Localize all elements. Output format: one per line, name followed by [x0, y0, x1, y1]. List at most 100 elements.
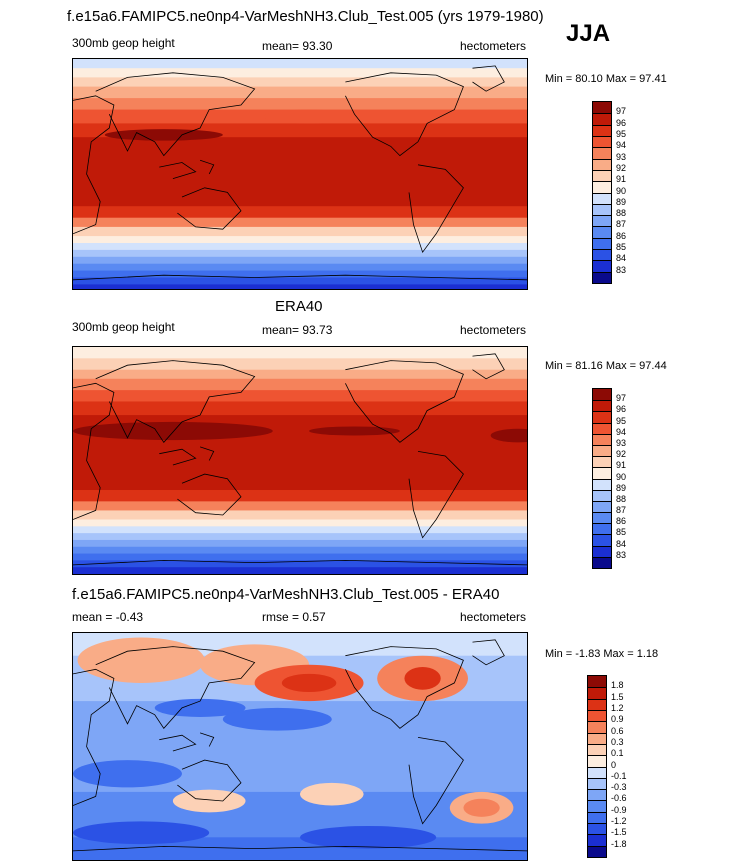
- colorbar-swatch: [593, 169, 611, 182]
- colorbar-tick-label: 95: [616, 128, 627, 139]
- contour-band: [73, 378, 527, 392]
- colorbar-tick-label: 93: [616, 437, 627, 448]
- coastline: [199, 732, 215, 747]
- colorbar-tick-label: 94: [616, 140, 627, 151]
- contour-band: [73, 347, 527, 360]
- colorbar-swatch: [588, 811, 606, 824]
- contour-band: [73, 553, 527, 562]
- panel1-field-label: 300mb geop height: [72, 36, 175, 50]
- coastline: [95, 646, 256, 729]
- panel3-mean-label: mean = -0.43: [72, 610, 144, 624]
- coastline: [177, 187, 242, 230]
- colorbar-tick-label: 1.2: [611, 702, 624, 713]
- contour-band: [73, 526, 527, 535]
- colorbar-tick-label: 0.6: [611, 725, 624, 736]
- colorbar-swatch: [588, 789, 606, 801]
- colorbar-swatch: [588, 709, 606, 722]
- contour-region: [104, 129, 223, 141]
- contour-band: [73, 206, 527, 219]
- contour-band: [73, 263, 527, 272]
- coastline: [472, 65, 505, 92]
- colorbar-tick-label: 83: [616, 264, 627, 275]
- colorbar-swatch: [593, 203, 611, 216]
- colorbar-swatch: [588, 823, 606, 835]
- colorbar-swatch: [593, 147, 611, 159]
- colorbar-tick-label: -1.8: [611, 838, 627, 849]
- colorbar-swatch: [593, 400, 611, 412]
- colorbar-swatch: [593, 113, 611, 125]
- colorbar-tick-label: 0.9: [611, 714, 624, 725]
- coastline: [199, 446, 215, 461]
- panel2-minmax: Min = 81.16 Max = 97.44: [545, 360, 667, 372]
- colorbar-swatch: [593, 135, 611, 148]
- colorbar-tick-label: 84: [616, 538, 627, 549]
- contour-band: [73, 369, 527, 380]
- colorbar-tick-label: -0.9: [611, 804, 627, 815]
- colorbar-swatch: [588, 800, 606, 812]
- coastline: [345, 72, 464, 157]
- map-plot: [73, 347, 527, 574]
- contour-band: [73, 236, 527, 244]
- contour-region: [222, 707, 332, 731]
- colorbar-swatch: [593, 181, 611, 193]
- contour-region: [73, 760, 182, 788]
- colorbar-swatch: [593, 556, 611, 568]
- colorbar-tick-label: 94: [616, 426, 627, 437]
- coastline: [345, 646, 464, 729]
- colorbar-tick-label: 86: [616, 516, 627, 527]
- contour-band: [73, 226, 527, 238]
- colorbar-swatch: [593, 124, 611, 136]
- coastline: [199, 159, 215, 175]
- colorbar-swatch: [588, 732, 606, 744]
- contour-region: [77, 637, 205, 683]
- contour-region: [463, 798, 500, 817]
- colorbar-swatch: [588, 687, 606, 699]
- colorbar-tick-label: 1.5: [611, 691, 624, 702]
- contour-region: [281, 673, 337, 693]
- contour-region: [404, 667, 441, 690]
- panel3-colorbar: [587, 675, 607, 858]
- panel2-field-label: 300mb geop height: [72, 320, 175, 334]
- contour-band: [73, 284, 527, 289]
- colorbar-tick-label: -0.1: [611, 770, 627, 781]
- colorbar-swatch: [593, 422, 611, 434]
- panel3-rmse-label: rmse = 0.57: [262, 610, 326, 624]
- contour-band: [73, 249, 527, 258]
- contour-region: [300, 782, 364, 806]
- colorbar-swatch: [593, 545, 611, 557]
- colorbar-tick-label: 93: [616, 151, 627, 162]
- contour-band: [73, 546, 527, 555]
- colorbar-swatch: [593, 467, 611, 479]
- contour-region: [300, 825, 437, 849]
- colorbar-swatch: [593, 389, 611, 401]
- coastline: [472, 639, 505, 666]
- contour-band: [73, 539, 527, 548]
- colorbar-tick-label: 0: [611, 759, 617, 770]
- colorbar-swatch: [588, 834, 606, 846]
- panel3-minmax: Min = -1.83 Max = 1.18: [545, 648, 659, 660]
- contour-region: [73, 821, 210, 845]
- contour-band: [73, 59, 527, 70]
- colorbar-swatch: [593, 158, 611, 170]
- colorbar-swatch: [593, 534, 611, 546]
- colorbar-tick-label: -0.6: [611, 793, 627, 804]
- coastline: [95, 360, 256, 443]
- colorbar-swatch: [593, 523, 611, 535]
- contour-band: [73, 243, 527, 251]
- contour-band: [73, 358, 527, 371]
- colorbar-swatch: [588, 777, 606, 790]
- colorbar-swatch: [588, 698, 606, 710]
- colorbar-tick-label: 1.8: [611, 680, 624, 691]
- colorbar-swatch: [588, 845, 606, 857]
- colorbar-tick-label: 86: [616, 230, 627, 241]
- panel1-title: f.e15a6.FAMIPC5.ne0np4-VarMeshNH3.Club_T…: [67, 8, 544, 25]
- contour-region: [172, 789, 246, 813]
- colorbar-tick-label: 91: [616, 460, 627, 471]
- contour-band: [73, 510, 527, 521]
- coastline: [159, 448, 197, 466]
- colorbar-tick-label: 91: [616, 174, 627, 185]
- contour-region: [73, 421, 273, 441]
- colorbar-swatch: [593, 433, 611, 445]
- coastline: [73, 668, 115, 806]
- colorbar-tick-label: 96: [616, 404, 627, 415]
